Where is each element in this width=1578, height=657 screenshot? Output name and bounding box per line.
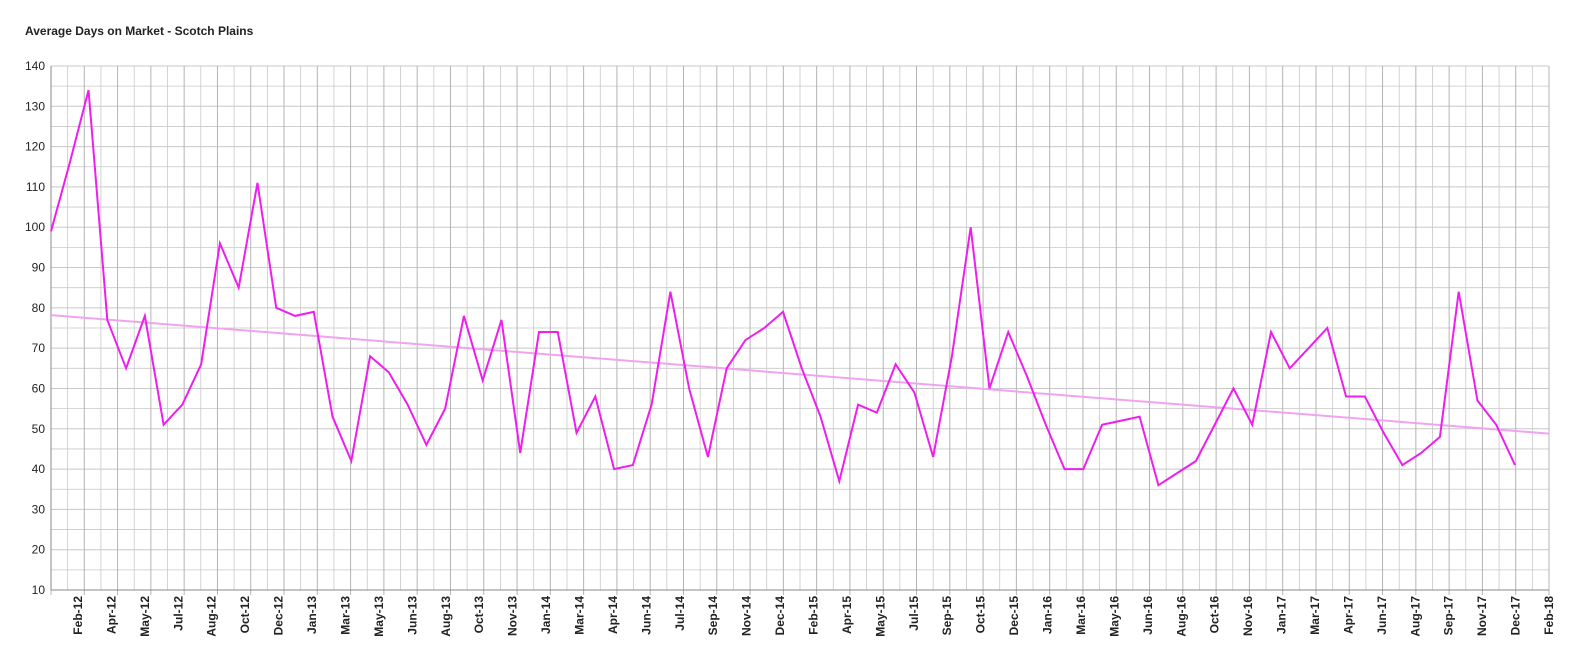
x-tick-label: Nov-16 <box>1241 596 1255 636</box>
x-tick-label: Oct-16 <box>1208 596 1222 634</box>
x-tick-label: Sep-14 <box>706 596 720 636</box>
x-tick-label: May-15 <box>873 596 887 637</box>
x-tick-label: Jul-14 <box>673 596 687 631</box>
x-tick-label: Mar-17 <box>1308 596 1322 635</box>
y-tick-label: 40 <box>32 462 46 476</box>
y-tick-label: 60 <box>32 381 46 395</box>
y-tick-label: 80 <box>32 301 46 315</box>
x-tick-label: Dec-14 <box>773 596 787 636</box>
x-tick-label: Apr-14 <box>606 596 620 634</box>
x-tick-label: Dec-17 <box>1509 596 1523 636</box>
x-tick-label: Aug-16 <box>1174 596 1188 637</box>
x-tick-label: Sep-17 <box>1442 596 1456 636</box>
y-tick-label: 90 <box>32 261 46 275</box>
grid-layer <box>50 65 1550 595</box>
x-tick-label: Dec-12 <box>272 596 286 636</box>
x-tick-label: Nov-17 <box>1475 596 1489 636</box>
line-layer <box>50 89 1516 487</box>
y-tick-label: 70 <box>32 341 46 355</box>
chart-title: Average Days on Market - Scotch Plains <box>25 24 254 38</box>
x-tick-label: Jul-15 <box>907 596 921 631</box>
x-tick-label: Nov-14 <box>740 596 754 636</box>
x-tick-label: Oct-15 <box>974 596 988 634</box>
x-tick-label: Apr-15 <box>840 596 854 634</box>
x-tick-label: Jan-13 <box>305 596 319 634</box>
x-tick-label: Sep-15 <box>940 596 954 636</box>
x-tick-label: Feb-15 <box>807 596 821 635</box>
x-tick-label: Mar-13 <box>338 596 352 635</box>
x-tick-label: Nov-13 <box>506 596 520 636</box>
y-tick-label: 110 <box>26 180 45 194</box>
y-tick-label: 130 <box>25 99 45 113</box>
x-tick-label: Oct-13 <box>472 596 486 634</box>
x-tick-label: Jun-13 <box>405 596 419 635</box>
x-tick-label: Mar-14 <box>572 596 586 635</box>
y-tick-label: 10 <box>32 583 46 597</box>
trend-layer <box>50 314 1550 435</box>
x-tick-label: Aug-17 <box>1408 596 1422 637</box>
x-tick-label: Jun-16 <box>1141 596 1155 635</box>
x-tick-label: Feb-12 <box>71 596 85 635</box>
y-tick-label: 20 <box>32 543 46 557</box>
x-tick-label: Dec-15 <box>1007 596 1021 636</box>
x-tick-label: Aug-13 <box>439 596 453 637</box>
y-tick-label: 30 <box>32 502 46 516</box>
x-tick-label: Jun-17 <box>1375 596 1389 635</box>
y-tick-label: 120 <box>25 140 45 154</box>
x-tick-label: Jul-12 <box>171 596 185 631</box>
x-tick-label: Oct-12 <box>238 596 252 634</box>
x-tick-label: Jan-14 <box>539 596 553 634</box>
x-tick-label: Apr-12 <box>104 596 118 634</box>
y-tick-label: 50 <box>32 422 46 436</box>
x-tick-label: Jan-16 <box>1041 596 1055 634</box>
x-tick-label: May-16 <box>1107 596 1121 637</box>
x-tick-label: Feb-18 <box>1542 596 1556 635</box>
y-tick-label: 140 <box>25 59 45 73</box>
x-tick-label: Jan-17 <box>1275 596 1289 634</box>
x-tick-label: May-12 <box>138 596 152 637</box>
x-axis: Feb-12 Apr-12 May-12 Jul-12 Aug-12 Oct-12 Dec-… <box>71 596 1556 637</box>
x-tick-label: Apr-17 <box>1341 596 1355 634</box>
x-tick-label: Jun-14 <box>639 596 653 635</box>
x-tick-label: Mar-16 <box>1074 596 1088 635</box>
x-tick-label: Aug-12 <box>205 596 219 637</box>
x-tick-label: May-13 <box>372 596 386 637</box>
series-line <box>50 89 1516 487</box>
y-tick-label: 100 <box>25 220 45 234</box>
y-axis: 10 20 30 40 50 60 70 80 90 100 110 120 130 140 <box>25 59 45 597</box>
trend-line <box>50 314 1550 435</box>
